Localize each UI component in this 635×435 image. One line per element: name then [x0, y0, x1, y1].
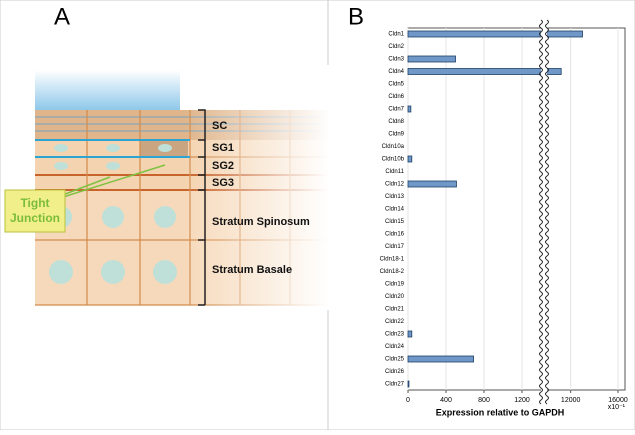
panel-label: A: [54, 3, 70, 30]
y-tick-label: Cldn8: [388, 119, 404, 125]
y-tick-label: Cldn15: [385, 219, 405, 225]
x-axis-title: Expression relative to GAPDH: [436, 407, 565, 417]
x-unit: x10⁻¹: [608, 404, 626, 411]
x-tick-label: 1200: [514, 397, 530, 404]
y-tick-label: Cldn13: [385, 194, 405, 200]
y-tick-label: Cldn12: [385, 182, 405, 188]
break-line: [545, 19, 549, 405]
break-line: [539, 19, 543, 405]
y-tick-label: Cldn10b: [382, 157, 405, 163]
bar: [407, 330, 413, 338]
brackets: [198, 109, 206, 306]
layer-label: SC: [212, 120, 227, 132]
x-tick-label: 16000: [608, 397, 628, 404]
y-tick-label: Cldn19: [385, 282, 405, 288]
bar: [407, 68, 562, 75]
y-tick-label: Cldn11: [385, 169, 404, 175]
y-tick-label: Cldn20: [385, 294, 405, 300]
bar: [407, 55, 456, 63]
panel-label: B: [348, 3, 364, 30]
y-tick-label: Cldn3: [388, 57, 404, 63]
layer-label: Stratum Spinosum: [212, 216, 310, 228]
y-tick-label: Cldn21: [385, 307, 405, 313]
y-tick-label: Cldn6: [388, 94, 404, 100]
y-tick-label: Cldn23: [385, 332, 405, 338]
x-tick-label: 0: [406, 397, 410, 404]
bar: [407, 380, 410, 388]
x-tick-label: 800: [478, 397, 490, 404]
callout: Tight Junction: [10, 196, 60, 225]
x-tick-label: 400: [440, 397, 452, 404]
panel-a: A SC: [4, 3, 330, 310]
y-tick-label: Cldn22: [385, 319, 405, 325]
layer-label: SG3: [212, 177, 234, 189]
layer-label: Stratum Basale: [212, 264, 292, 276]
y-tick-label: Cldn1: [388, 32, 404, 38]
y-tick-label: Cldn14: [385, 207, 405, 213]
layer-label: SG1: [212, 142, 234, 154]
bar: [407, 155, 413, 163]
y-tick-label: Cldn18-2: [380, 269, 405, 275]
break-gap: [541, 20, 547, 398]
y-tick-label: Cldn16: [385, 232, 405, 238]
fade: [185, 65, 330, 310]
bar: [407, 30, 583, 38]
y-tick-label: Cldn9: [388, 132, 404, 138]
y-tick-label: Cldn10a: [382, 144, 405, 150]
bar: [407, 105, 412, 113]
y-tick-label: Cldn2: [388, 44, 404, 50]
callout-lines: [59, 164, 166, 199]
x-tick-label: 12000: [561, 397, 581, 404]
layer-label: SG2: [212, 160, 234, 172]
callout-text: Tight Junction: [10, 196, 60, 225]
callout-box: [4, 189, 66, 233]
y-tick-label: Cldn24: [385, 344, 405, 350]
bar: [407, 180, 457, 188]
tight-junctions: [35, 139, 190, 158]
y-tick-label: Cldn25: [385, 357, 405, 363]
bar: [407, 355, 474, 363]
y-tick-label: Cldn17: [385, 244, 405, 250]
y-tick-label: Cldn4: [388, 69, 404, 75]
y-tick-label: Cldn18-1: [380, 257, 405, 263]
y-tick-label: Cldn27: [385, 382, 405, 388]
y-tick-label: Cldn7: [388, 107, 404, 113]
nuclei: [49, 144, 177, 284]
sky: [35, 70, 180, 110]
y-tick-label: Cldn26: [385, 369, 405, 375]
y-tick-label: Cldn5: [388, 82, 404, 88]
